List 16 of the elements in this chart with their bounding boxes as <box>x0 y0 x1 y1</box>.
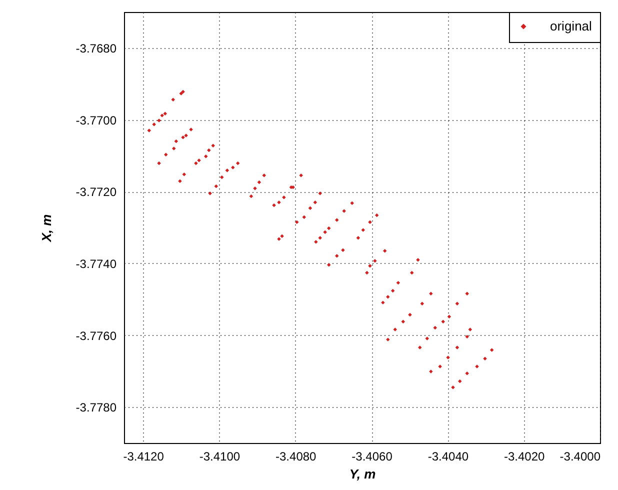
y-tick-label: -3.7780 <box>76 400 117 415</box>
legend-label: original <box>550 18 592 34</box>
y-tick-label: -3.7720 <box>76 185 117 200</box>
y-tick-label: -3.7680 <box>76 41 117 56</box>
x-tick-label: -3.4020 <box>504 450 546 464</box>
x-tick-label: -3.4080 <box>276 450 317 464</box>
y-tick-label: -3.7700 <box>76 113 117 128</box>
y-axis-title: X, m <box>38 214 54 243</box>
x-axis-title: Y, m <box>349 466 376 482</box>
x-tick-label: -3.4100 <box>199 450 240 464</box>
x-tick-label: -3.4120 <box>123 450 164 464</box>
x-tick-label: -3.4060 <box>352 450 393 464</box>
x-tick-label: -3.4040 <box>428 450 469 464</box>
y-tick-label: -3.7760 <box>76 328 117 343</box>
x-tick-label: -3.4000 <box>560 450 601 464</box>
y-tick-label: -3.7740 <box>76 256 117 271</box>
